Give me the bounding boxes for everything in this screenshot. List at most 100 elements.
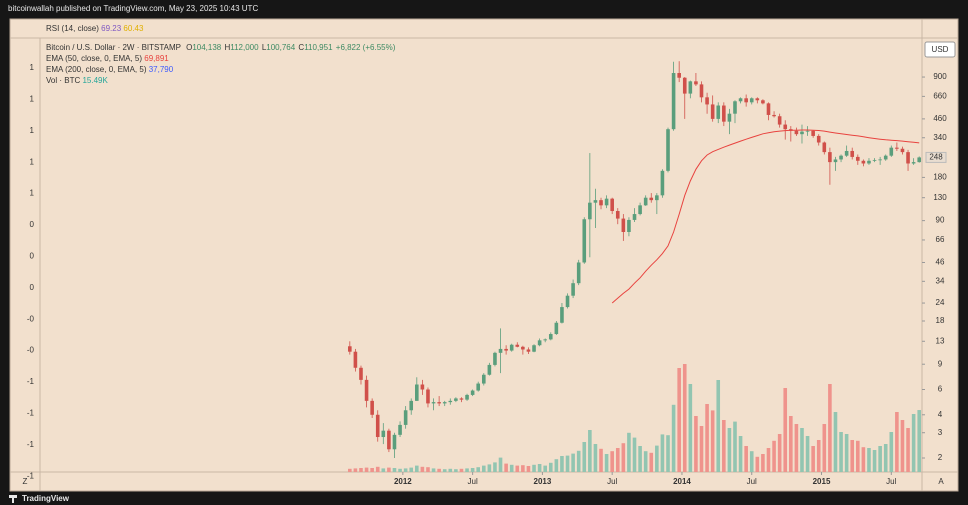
candle-body xyxy=(526,349,531,352)
currency-label[interactable]: USD xyxy=(932,45,949,54)
volume-bar xyxy=(532,464,536,472)
candle-body xyxy=(370,400,374,415)
y-tick-label: 460 xyxy=(933,114,947,123)
candle-body xyxy=(872,159,877,161)
candle-body xyxy=(532,345,536,352)
volume-bar xyxy=(498,457,503,472)
volume-bar xyxy=(800,428,804,472)
zoom-button[interactable]: Z xyxy=(23,477,28,486)
volume-bar xyxy=(755,456,760,472)
volume-bar xyxy=(906,428,910,472)
candle-body xyxy=(783,124,788,130)
candle-body xyxy=(509,344,514,351)
candle-body xyxy=(716,105,721,119)
volume-bar xyxy=(649,452,654,472)
currency-button[interactable] xyxy=(924,41,956,58)
rsi-title: RSI (14, close) 69.23 60.43 xyxy=(46,24,144,33)
volume-value: 15.49K xyxy=(82,76,108,85)
candle-body xyxy=(710,104,715,119)
x-tick-label: Jul xyxy=(886,477,896,486)
volume-bar xyxy=(783,388,788,472)
volume-bar xyxy=(537,464,542,472)
candle-body xyxy=(649,197,654,201)
volume-bar xyxy=(722,420,726,472)
candle-body xyxy=(392,434,397,450)
candle-body xyxy=(593,200,598,203)
candle-body xyxy=(515,344,520,347)
x-tick-label: 2013 xyxy=(534,477,552,486)
candle-body xyxy=(828,152,832,163)
volume-bar xyxy=(660,434,665,472)
y-tick-label: 2 xyxy=(938,453,943,462)
ohlc-key: C xyxy=(298,43,304,52)
ohlc-key: H xyxy=(224,43,230,52)
candle-body xyxy=(426,389,430,404)
candle-body xyxy=(911,162,916,164)
volume-bar xyxy=(883,444,888,472)
chart-frame xyxy=(9,18,959,492)
volume-bar xyxy=(638,446,642,472)
ema50-value: 69,891 xyxy=(144,54,169,63)
volume-bar xyxy=(509,464,514,472)
y-tick-label: 4 xyxy=(938,410,943,419)
candle-body xyxy=(470,390,475,395)
candle-body xyxy=(638,205,642,215)
volume-bar xyxy=(688,384,693,472)
candle-body xyxy=(889,147,894,156)
candle-body xyxy=(917,157,922,163)
volume-bar xyxy=(381,468,386,472)
volume-bar xyxy=(900,420,905,472)
candle-body xyxy=(409,400,414,411)
y-tick-label: 34 xyxy=(936,276,945,285)
candle-body xyxy=(744,98,748,103)
candle-body xyxy=(353,351,358,368)
volume-bar xyxy=(699,426,704,472)
y-tick-label: 130 xyxy=(933,193,947,202)
candle-body xyxy=(387,430,391,450)
candle-body xyxy=(755,98,760,101)
volume-bar xyxy=(543,465,547,472)
volume-bar xyxy=(889,432,894,472)
volume-bar xyxy=(437,468,441,472)
candle-body xyxy=(816,135,821,143)
ohlc-key: L xyxy=(262,43,267,52)
candle-body xyxy=(448,400,453,403)
candle-body xyxy=(498,348,503,353)
candle-body xyxy=(627,219,631,232)
candle-body xyxy=(777,116,782,125)
volume-bar xyxy=(487,464,492,472)
y-tick-label: 900 xyxy=(933,72,947,81)
candle-body xyxy=(643,197,648,206)
candle-body xyxy=(856,156,860,161)
volume-bar xyxy=(666,435,670,472)
auto-button[interactable]: A xyxy=(938,477,944,486)
legend-volume: Vol · BTC 15.49K xyxy=(46,76,108,85)
candle-body xyxy=(677,73,681,78)
volume-bar xyxy=(560,456,564,472)
rsi-axis-label: -1 xyxy=(27,471,35,480)
rsi-value: 69.23 xyxy=(101,24,122,33)
volume-bar xyxy=(844,434,849,472)
volume-bar xyxy=(727,428,732,472)
volume-bar xyxy=(710,410,715,472)
candle-body xyxy=(465,394,469,400)
volume-bar xyxy=(403,468,408,472)
candle-body xyxy=(800,131,804,135)
volume-bar xyxy=(632,437,637,472)
ema200-value: 37,790 xyxy=(149,65,174,74)
ema50-label: EMA (50, close, 0, EMA, 5) xyxy=(46,54,142,63)
volume-bar xyxy=(738,436,743,472)
candle-body xyxy=(571,283,575,296)
x-tick-label: Jul xyxy=(747,477,757,486)
candle-body xyxy=(906,152,910,164)
candle-body xyxy=(749,98,754,103)
volume-bar xyxy=(733,421,737,472)
y-tick-label: 660 xyxy=(933,91,947,100)
volume-bar xyxy=(872,450,877,472)
candle-body xyxy=(565,295,570,308)
candle-body xyxy=(576,262,581,284)
legend-ema50: EMA (50, close, 0, EMA, 5) 69,891 xyxy=(46,54,169,63)
symbol: Bitcoin / U.S. Dollar · 2W · BITSTAMP xyxy=(46,43,181,52)
volume-bar xyxy=(565,455,570,472)
volume-bar xyxy=(655,445,659,472)
